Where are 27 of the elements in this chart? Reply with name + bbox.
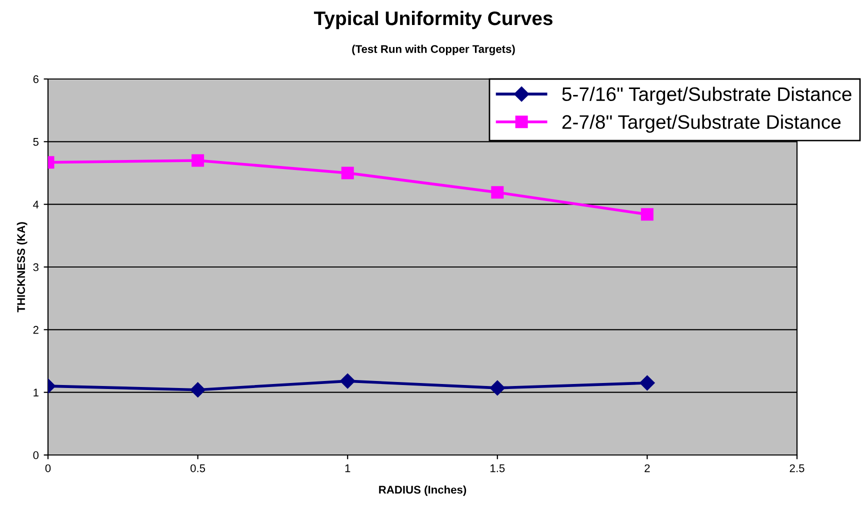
point (190, 382, 206, 398)
chart-subtitle: (Test Run with Copper Targets) (352, 44, 515, 56)
y-tick-label: 6 (33, 75, 38, 84)
y-tick-label: 1 (34, 388, 38, 396)
y-tick-label: 3 (33, 263, 38, 272)
y-axis-title: THICKNESS (KA) (16, 222, 28, 312)
point (340, 373, 356, 389)
y-tick-label: 0 (33, 451, 39, 460)
chart-title: Typical Uniformity Curves (314, 10, 552, 30)
point (491, 186, 504, 199)
point (640, 375, 655, 391)
x-tick-label: 0.5 (190, 464, 206, 472)
y-tick-label: 2 (33, 326, 38, 334)
x-axis-title: RADIUS (Inches) (379, 485, 466, 496)
y-tick-label: 4 (33, 200, 39, 208)
x-tick-label: 2 (644, 464, 650, 472)
x-tick-label: 1 (345, 464, 350, 472)
legend-label: 2-7/8" Target/Substrate Distance (562, 114, 841, 133)
x-tick-label: 2.5 (790, 464, 804, 472)
x-tick-label: 0 (45, 464, 51, 472)
y-tick-label: 5 (33, 138, 39, 146)
point (192, 154, 204, 167)
x-tick-label: 1.5 (490, 464, 505, 472)
point (490, 380, 505, 396)
point (640, 208, 654, 221)
point (341, 166, 354, 180)
legend-label: 5-7/16" Target/Substrate Distance (562, 86, 852, 105)
